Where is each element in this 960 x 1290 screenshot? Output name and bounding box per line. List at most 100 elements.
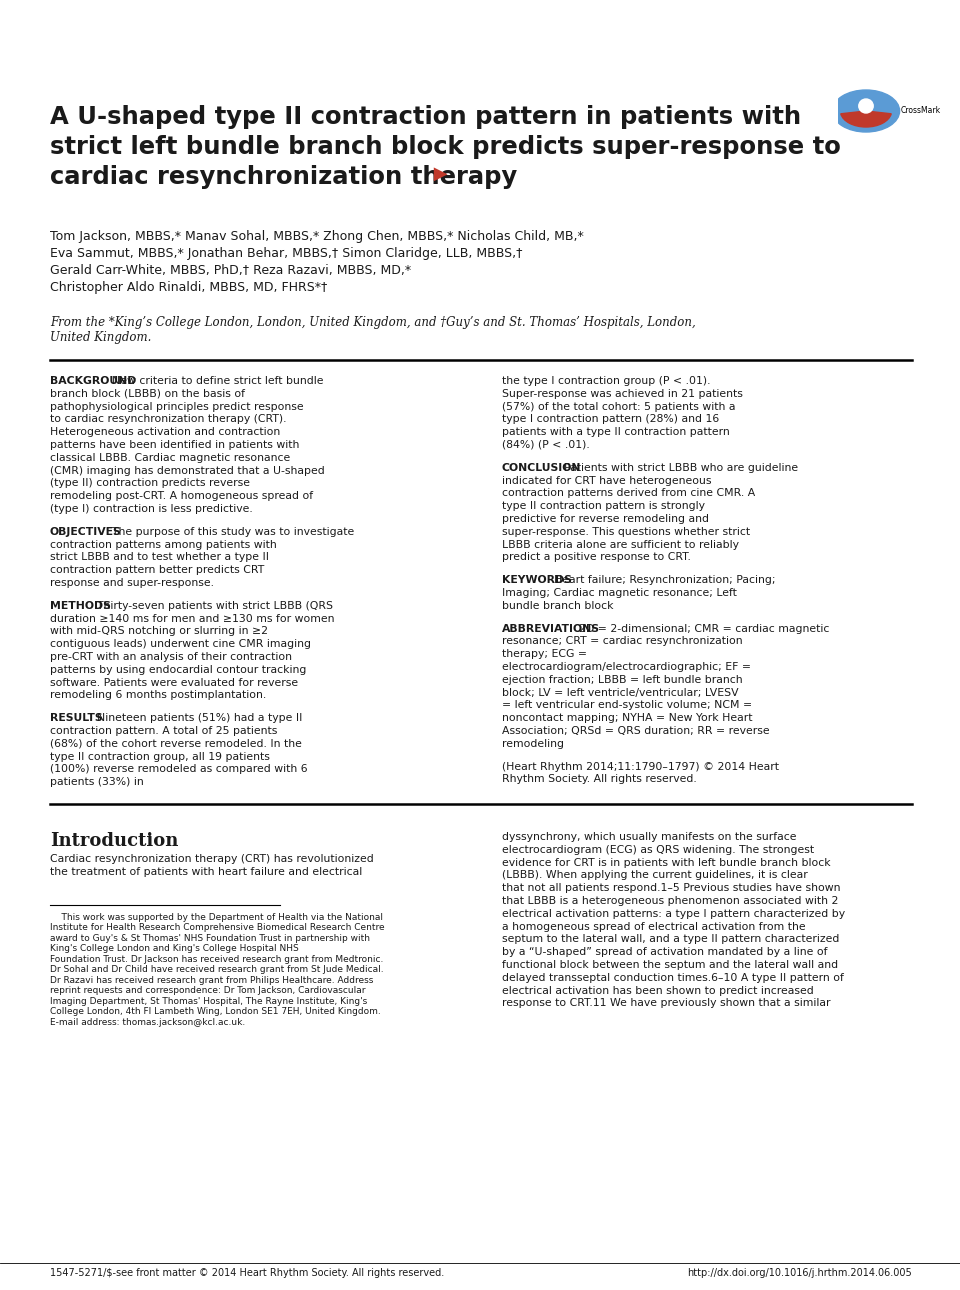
Text: resonance; CRT = cardiac resynchronization: resonance; CRT = cardiac resynchronizati… — [502, 636, 743, 646]
Text: type I contraction pattern (28%) and 16: type I contraction pattern (28%) and 16 — [502, 414, 719, 424]
Text: Eva Sammut, MBBS,* Jonathan Behar, MBBS,† Simon Claridge, LLB, MBBS,†: Eva Sammut, MBBS,* Jonathan Behar, MBBS,… — [50, 246, 522, 261]
Text: Imaging; Cardiac magnetic resonance; Left: Imaging; Cardiac magnetic resonance; Lef… — [502, 588, 737, 599]
Text: (LBBB). When applying the current guidelines, it is clear: (LBBB). When applying the current guidel… — [502, 871, 807, 880]
Text: branch block (LBBB) on the basis of: branch block (LBBB) on the basis of — [50, 388, 245, 399]
Text: 1547-5271/$-see front matter © 2014 Heart Rhythm Society. All rights reserved.: 1547-5271/$-see front matter © 2014 Hear… — [50, 1268, 444, 1278]
Text: the type I contraction group (P < .01).: the type I contraction group (P < .01). — [502, 375, 710, 386]
Text: Heterogeneous activation and contraction: Heterogeneous activation and contraction — [50, 427, 280, 437]
Text: contraction patterns derived from cine CMR. A: contraction patterns derived from cine C… — [502, 489, 756, 498]
Text: that not all patients respond.1–5 Previous studies have shown: that not all patients respond.1–5 Previo… — [502, 884, 841, 893]
Text: Imaging Department, St Thomas' Hospital, The Rayne Institute, King's: Imaging Department, St Thomas' Hospital,… — [50, 997, 368, 1006]
Text: electrocardiogram/electrocardiographic; EF =: electrocardiogram/electrocardiographic; … — [502, 662, 751, 672]
Text: reprint requests and correspondence: Dr Tom Jackson, Cardiovascular: reprint requests and correspondence: Dr … — [50, 986, 366, 995]
Text: bundle branch block: bundle branch block — [502, 601, 613, 610]
Text: remodeling 6 months postimplantation.: remodeling 6 months postimplantation. — [50, 690, 266, 700]
Text: pathophysiological principles predict response: pathophysiological principles predict re… — [50, 401, 303, 412]
Text: CrossMark: CrossMark — [900, 106, 941, 115]
Ellipse shape — [859, 99, 874, 114]
Text: Heart failure; Resynchronization; Pacing;: Heart failure; Resynchronization; Pacing… — [547, 575, 776, 586]
Text: electrocardiogram (ECG) as QRS widening. The strongest: electrocardiogram (ECG) as QRS widening.… — [502, 845, 814, 855]
Text: patterns by using endocardial contour tracking: patterns by using endocardial contour tr… — [50, 664, 306, 675]
Text: remodeling: remodeling — [502, 739, 564, 748]
Text: to cardiac resynchronization therapy (CRT).: to cardiac resynchronization therapy (CR… — [50, 414, 286, 424]
Text: evidence for CRT is in patients with left bundle branch block: evidence for CRT is in patients with lef… — [502, 858, 830, 868]
Text: contiguous leads) underwent cine CMR imaging: contiguous leads) underwent cine CMR ima… — [50, 640, 311, 649]
Text: 2D = 2-dimensional; CMR = cardiac magnetic: 2D = 2-dimensional; CMR = cardiac magnet… — [572, 623, 829, 633]
Text: (type II) contraction predicts reverse: (type II) contraction predicts reverse — [50, 479, 250, 489]
Text: (100%) reverse remodeled as compared with 6: (100%) reverse remodeled as compared wit… — [50, 765, 307, 774]
Text: functional block between the septum and the lateral wall and: functional block between the septum and … — [502, 960, 838, 970]
Text: with mid-QRS notching or slurring in ≥2: with mid-QRS notching or slurring in ≥2 — [50, 627, 268, 636]
Text: type II contraction pattern is strongly: type II contraction pattern is strongly — [502, 502, 705, 511]
Text: contraction patterns among patients with: contraction patterns among patients with — [50, 539, 276, 550]
Text: type II contraction group, all 19 patients: type II contraction group, all 19 patien… — [50, 752, 270, 761]
Text: Christopher Aldo Rinaldi, MBBS, MD, FHRS*†: Christopher Aldo Rinaldi, MBBS, MD, FHRS… — [50, 281, 327, 294]
Text: = left ventricular end-systolic volume; NCM =: = left ventricular end-systolic volume; … — [502, 700, 752, 711]
Text: septum to the lateral wall, and a type II pattern characterized: septum to the lateral wall, and a type I… — [502, 934, 839, 944]
Text: contraction pattern. A total of 25 patients: contraction pattern. A total of 25 patie… — [50, 726, 277, 737]
Text: delayed transseptal conduction times.6–10 A type II pattern of: delayed transseptal conduction times.6–1… — [502, 973, 844, 983]
Text: pre-CRT with an analysis of their contraction: pre-CRT with an analysis of their contra… — [50, 651, 292, 662]
Text: super-response. This questions whether strict: super-response. This questions whether s… — [502, 526, 750, 537]
Text: electrical activation has been shown to predict increased: electrical activation has been shown to … — [502, 986, 814, 996]
Text: METHODS: METHODS — [50, 601, 110, 610]
Text: therapy; ECG =: therapy; ECG = — [502, 649, 587, 659]
Text: Dr Sohal and Dr Child have received research grant from St Jude Medical.: Dr Sohal and Dr Child have received rese… — [50, 965, 384, 974]
Text: New criteria to define strict left bundle: New criteria to define strict left bundl… — [105, 375, 324, 386]
Text: BACKGROUND: BACKGROUND — [50, 375, 136, 386]
Text: A U-shaped type II contraction pattern in patients with: A U-shaped type II contraction pattern i… — [50, 104, 802, 129]
Text: dyssynchrony, which usually manifests on the surface: dyssynchrony, which usually manifests on… — [502, 832, 797, 842]
Text: (CMR) imaging has demonstrated that a U-shaped: (CMR) imaging has demonstrated that a U-… — [50, 466, 324, 476]
Text: predictive for reverse remodeling and: predictive for reverse remodeling and — [502, 513, 709, 524]
Text: College London, 4th Fl Lambeth Wing, London SE1 7EH, United Kingdom.: College London, 4th Fl Lambeth Wing, Lon… — [50, 1007, 381, 1017]
Text: Rhythm Society. All rights reserved.: Rhythm Society. All rights reserved. — [502, 774, 697, 784]
Wedge shape — [841, 111, 891, 126]
Text: Thirty-seven patients with strict LBBB (QRS: Thirty-seven patients with strict LBBB (… — [89, 601, 333, 610]
Text: RESULTS: RESULTS — [50, 713, 103, 724]
Text: patients with a type II contraction pattern: patients with a type II contraction patt… — [502, 427, 730, 437]
Text: patients (33%) in: patients (33%) in — [50, 777, 144, 787]
Text: E-mail address: thomas.jackson@kcl.ac.uk.: E-mail address: thomas.jackson@kcl.ac.uk… — [50, 1018, 245, 1027]
Text: Cardiac resynchronization therapy (CRT) has revolutionized: Cardiac resynchronization therapy (CRT) … — [50, 854, 373, 864]
Text: ▶: ▶ — [428, 165, 447, 183]
Text: response to CRT.11 We have previously shown that a similar: response to CRT.11 We have previously sh… — [502, 998, 830, 1009]
Text: duration ≥140 ms for men and ≥130 ms for women: duration ≥140 ms for men and ≥130 ms for… — [50, 614, 334, 623]
Text: response and super-response.: response and super-response. — [50, 578, 214, 588]
Text: LBBB criteria alone are sufficient to reliably: LBBB criteria alone are sufficient to re… — [502, 539, 739, 550]
Text: OBJECTIVES: OBJECTIVES — [50, 526, 122, 537]
Text: This work was supported by the Department of Health via the National: This work was supported by the Departmen… — [50, 912, 383, 921]
Text: Foundation Trust. Dr Jackson has received research grant from Medtronic.: Foundation Trust. Dr Jackson has receive… — [50, 955, 383, 964]
Text: http://dx.doi.org/10.1016/j.hrthm.2014.06.005: http://dx.doi.org/10.1016/j.hrthm.2014.0… — [687, 1268, 912, 1278]
Text: Nineteen patients (51%) had a type II: Nineteen patients (51%) had a type II — [89, 713, 302, 724]
Text: Super-response was achieved in 21 patients: Super-response was achieved in 21 patien… — [502, 388, 743, 399]
Text: the treatment of patients with heart failure and electrical: the treatment of patients with heart fai… — [50, 867, 362, 877]
Circle shape — [832, 90, 900, 132]
Text: remodeling post-CRT. A homogeneous spread of: remodeling post-CRT. A homogeneous sprea… — [50, 491, 313, 502]
Text: predict a positive response to CRT.: predict a positive response to CRT. — [502, 552, 691, 562]
Text: software. Patients were evaluated for reverse: software. Patients were evaluated for re… — [50, 677, 299, 688]
Text: electrical activation patterns: a type I pattern characterized by: electrical activation patterns: a type I… — [502, 908, 845, 918]
Text: (type I) contraction is less predictive.: (type I) contraction is less predictive. — [50, 504, 252, 513]
Text: From the *King’s College London, London, United Kingdom, and †Guy’s and St. Thom: From the *King’s College London, London,… — [50, 316, 696, 329]
Text: United Kingdom.: United Kingdom. — [50, 332, 152, 344]
Text: noncontact mapping; NYHA = New York Heart: noncontact mapping; NYHA = New York Hear… — [502, 713, 753, 724]
Text: strict left bundle branch block predicts super-response to: strict left bundle branch block predicts… — [50, 135, 841, 159]
Text: classical LBBB. Cardiac magnetic resonance: classical LBBB. Cardiac magnetic resonan… — [50, 453, 290, 463]
Text: KEYWORDS: KEYWORDS — [502, 575, 572, 586]
Text: Gerald Carr-White, MBBS, PhD,† Reza Razavi, MBBS, MD,*: Gerald Carr-White, MBBS, PhD,† Reza Raza… — [50, 264, 411, 277]
Text: The purpose of this study was to investigate: The purpose of this study was to investi… — [105, 526, 354, 537]
Text: Association; QRSd = QRS duration; RR = reverse: Association; QRSd = QRS duration; RR = r… — [502, 726, 770, 737]
Text: that LBBB is a heterogeneous phenomenon associated with 2: that LBBB is a heterogeneous phenomenon … — [502, 897, 838, 906]
Text: Introduction: Introduction — [50, 832, 179, 850]
Text: (57%) of the total cohort: 5 patients with a: (57%) of the total cohort: 5 patients wi… — [502, 401, 735, 412]
Text: (Heart Rhythm 2014;11:1790–1797) © 2014 Heart: (Heart Rhythm 2014;11:1790–1797) © 2014 … — [502, 761, 779, 771]
Text: award to Guy's & St Thomas' NHS Foundation Trust in partnership with: award to Guy's & St Thomas' NHS Foundati… — [50, 934, 370, 943]
Text: (68%) of the cohort reverse remodeled. In the: (68%) of the cohort reverse remodeled. I… — [50, 739, 301, 748]
Text: ejection fraction; LBBB = left bundle branch: ejection fraction; LBBB = left bundle br… — [502, 675, 743, 685]
Text: CONCLUSION: CONCLUSION — [502, 463, 582, 473]
Text: Institute for Health Research Comprehensive Biomedical Research Centre: Institute for Health Research Comprehens… — [50, 924, 385, 933]
Text: Patients with strict LBBB who are guideline: Patients with strict LBBB who are guidel… — [557, 463, 798, 473]
Text: indicated for CRT have heterogeneous: indicated for CRT have heterogeneous — [502, 476, 711, 485]
Text: a homogeneous spread of electrical activation from the: a homogeneous spread of electrical activ… — [502, 921, 805, 931]
Text: Dr Razavi has received research grant from Philips Healthcare. Address: Dr Razavi has received research grant fr… — [50, 975, 373, 984]
